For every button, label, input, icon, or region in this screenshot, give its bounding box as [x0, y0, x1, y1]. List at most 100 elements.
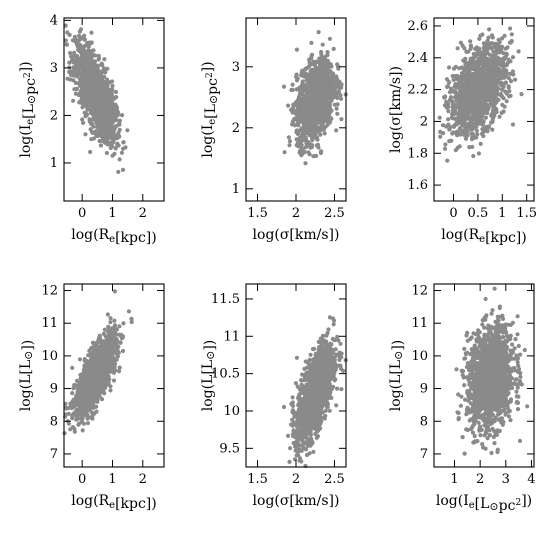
data-point — [487, 27, 492, 32]
data-point — [87, 88, 92, 93]
data-point — [489, 102, 494, 108]
data-point — [457, 132, 462, 137]
data-point — [327, 120, 333, 125]
data-point — [457, 76, 462, 81]
data-point — [96, 53, 101, 59]
data-point — [80, 105, 85, 110]
data-point — [314, 153, 319, 158]
data-point — [72, 34, 77, 40]
data-point — [493, 52, 498, 57]
data-point — [70, 55, 75, 60]
data-point — [90, 102, 95, 107]
data-point — [474, 124, 479, 130]
data-point — [68, 50, 73, 56]
x-tick-label: 1 — [498, 206, 506, 221]
data-point — [322, 131, 327, 136]
data-point — [67, 32, 72, 38]
data-point — [480, 72, 485, 77]
data-point — [463, 125, 468, 130]
data-point — [454, 117, 459, 122]
data-point — [320, 94, 325, 99]
data-point — [114, 123, 119, 128]
data-point — [82, 33, 87, 38]
data-point — [97, 84, 102, 89]
data-point — [81, 44, 86, 50]
data-point — [496, 48, 501, 53]
data-point — [317, 97, 322, 102]
data-point — [294, 47, 299, 52]
data-point — [334, 106, 339, 111]
data-point — [123, 145, 128, 150]
data-point — [468, 102, 473, 108]
data-point — [486, 125, 491, 130]
data-point — [470, 135, 475, 140]
data-point — [324, 86, 329, 91]
data-point — [91, 91, 96, 96]
data-point — [83, 88, 88, 93]
data-point — [108, 145, 113, 151]
data-point — [325, 52, 330, 58]
data-point — [500, 36, 505, 41]
data-point — [310, 67, 315, 72]
data-point — [473, 71, 478, 76]
data-point — [441, 131, 446, 136]
data-point — [504, 91, 509, 96]
data-point — [470, 127, 475, 132]
data-point — [306, 73, 311, 78]
data-point — [453, 81, 458, 87]
x-axis-label: log(σ[km/s]) — [253, 227, 340, 243]
data-point — [305, 121, 311, 126]
data-point — [488, 67, 493, 72]
data-point — [497, 70, 502, 75]
data-point — [109, 90, 114, 95]
data-point — [334, 74, 339, 79]
data-point — [303, 66, 308, 72]
data-point — [112, 115, 117, 120]
data-point — [325, 58, 330, 64]
data-point — [443, 94, 448, 99]
data-point — [487, 52, 492, 57]
data-point — [105, 102, 110, 107]
data-point — [496, 77, 501, 82]
data-point — [287, 143, 292, 148]
data-point — [467, 59, 472, 65]
data-point — [305, 94, 310, 99]
data-point — [324, 68, 329, 74]
data-point — [468, 46, 473, 52]
data-point — [119, 150, 124, 155]
data-point — [333, 93, 339, 99]
data-point — [91, 114, 96, 119]
data-point — [329, 70, 334, 75]
data-point — [483, 109, 489, 114]
data-point — [67, 69, 72, 75]
data-point — [451, 66, 457, 71]
data-point — [299, 90, 304, 95]
data-point — [80, 95, 85, 100]
data-point — [451, 77, 456, 82]
data-point — [448, 95, 454, 100]
data-point — [457, 144, 462, 149]
data-point — [466, 80, 471, 85]
data-point — [481, 58, 486, 64]
data-point — [305, 130, 310, 135]
data-point — [323, 91, 328, 96]
data-point — [462, 58, 467, 63]
data-point — [73, 80, 78, 85]
data-point — [303, 106, 308, 111]
data-point — [297, 143, 302, 148]
data-point — [75, 44, 81, 49]
data-point — [85, 107, 90, 112]
y-tick-label: 2 — [50, 108, 58, 123]
data-point — [459, 92, 464, 97]
data-point — [314, 118, 319, 123]
data-point — [78, 83, 83, 88]
data-point — [303, 161, 308, 166]
data-point — [105, 66, 110, 71]
data-point — [63, 23, 68, 28]
data-point — [110, 79, 115, 84]
data-point — [119, 113, 125, 118]
data-point — [464, 74, 469, 79]
data-point — [307, 57, 312, 62]
